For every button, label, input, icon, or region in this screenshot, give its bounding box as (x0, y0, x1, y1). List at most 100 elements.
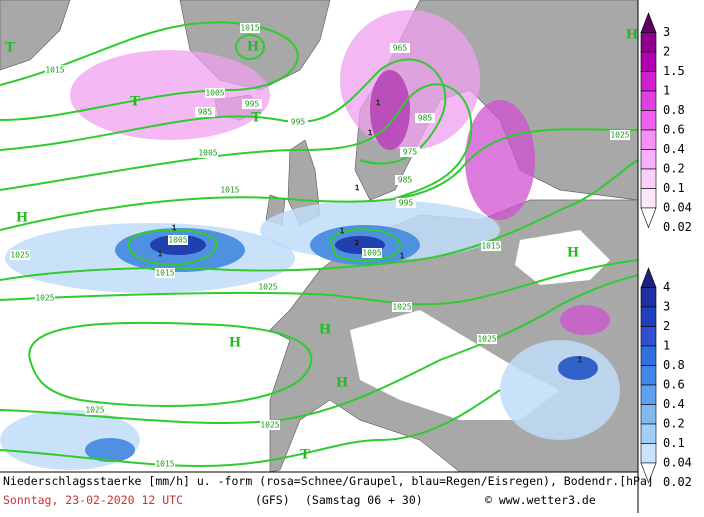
isobar-label-bg (477, 334, 497, 344)
svg-text:1: 1 (158, 250, 162, 258)
isobar-label-bg (168, 235, 188, 245)
isobar-label: 1025 (258, 283, 277, 292)
colorbar-cell (640, 71, 657, 92)
isobar-label-bg (392, 302, 412, 312)
colorbar-cell (640, 129, 657, 150)
isobar-label: 1005 (362, 249, 381, 258)
isobar-label: 1025 (35, 294, 54, 303)
isobar-label: 1005 (205, 89, 224, 98)
isobar-label-bg (35, 293, 55, 303)
isobar-label-bg (205, 88, 225, 98)
isobar-label: 995 (399, 199, 414, 208)
isobar-label: 1025 (477, 335, 496, 344)
colorbar-label: 3 (663, 25, 670, 39)
isobar-label-bg (240, 23, 260, 33)
isobar-label-bg (242, 99, 262, 109)
colorbar-cap (640, 12, 657, 33)
pressure-center: H (567, 246, 579, 261)
pressure-center: T (251, 111, 261, 126)
isobar-label-bg (260, 420, 280, 430)
caption-model: (GFS) (255, 493, 290, 507)
svg-text:1: 1 (355, 184, 359, 192)
isobar-label: 985 (418, 114, 433, 123)
caption-bg (0, 472, 704, 513)
colorbar-label: 0.1 (663, 181, 685, 195)
isobar-label: 1015 (240, 24, 259, 33)
isobar-label-bg (155, 459, 175, 469)
pressure-center: H (336, 376, 348, 391)
isobar-label: 975 (403, 148, 418, 157)
colorbar-label: 1 (663, 339, 670, 353)
colorbar-cell (640, 306, 657, 327)
colorbar-cap (640, 462, 657, 484)
svg-text:1: 1 (340, 227, 344, 235)
colorbar-label: 0.8 (663, 358, 685, 372)
isobar-label: 1005 (168, 236, 187, 245)
svg-text:1: 1 (578, 356, 582, 364)
isobar-label-bg (195, 107, 215, 117)
colorbar-label: 0.6 (663, 123, 685, 137)
isobar-label-bg (415, 113, 435, 123)
isobar-label: 1025 (85, 406, 104, 415)
isobar-labels: 1015 1015 1005 995 995 985 965 985 975 985 995 1005… (10, 23, 630, 469)
colorbar-cell (640, 384, 657, 405)
isobar-label: 985 (198, 108, 213, 117)
isobar-label: 965 (393, 44, 408, 53)
colorbar-cap (640, 207, 657, 229)
isobar-label: 1025 (392, 303, 411, 312)
colorbar-cell (640, 345, 657, 366)
colorbar-cell (640, 365, 657, 386)
colorbar-cell (640, 32, 657, 53)
svg-text:1: 1 (172, 224, 176, 232)
isobar-label: 1015 (155, 460, 174, 469)
isobars (0, 21, 639, 467)
isobar-label-bg (288, 117, 308, 127)
pressure-centers: H T T T H H H H H H T (5, 28, 638, 463)
colorbar-cap (640, 267, 657, 288)
colorbar-label: 0.04 (663, 456, 692, 470)
isobar-label-bg (85, 405, 105, 415)
pressure-center: H (247, 40, 259, 55)
isobar-label-bg (10, 250, 30, 260)
colorbar-label: 1.5 (663, 64, 685, 78)
isobar-label: 1015 (481, 242, 500, 251)
colorbar-label: 0.4 (663, 397, 685, 411)
isobar-label: 1015 (220, 186, 239, 195)
colorbar-cell (640, 287, 657, 308)
isobar-label: 1025 (10, 251, 29, 260)
colorbar-label: 2 (663, 319, 670, 333)
isobar-label-bg (400, 147, 420, 157)
caption-credit: © www.wetter3.de (485, 493, 596, 507)
colorbar-cell (640, 51, 657, 72)
colorbar-label: 1 (663, 84, 670, 98)
isobar-label-bg (198, 148, 218, 158)
colorbar-label: 0.1 (663, 436, 685, 450)
isobar-label: 1015 (45, 66, 64, 75)
colorbar-label: 0.6 (663, 378, 685, 392)
colorbar-label: 4 (663, 280, 670, 294)
colorbar-cell (640, 90, 657, 111)
isobar-label-bg (220, 185, 240, 195)
isobar-label-bg (390, 43, 410, 53)
caption-run: (Samstag 06 + 30) (305, 493, 423, 507)
isobar-label: 1005 (198, 149, 217, 158)
isobar-label: 1015 (155, 269, 174, 278)
caption-description: Niederschlagsstaerke [mm/h] u. -form (ro… (3, 474, 654, 488)
isobar-label-bg (45, 65, 65, 75)
colorbar-cell (640, 149, 657, 170)
colorbar-label: 0.2 (663, 417, 685, 431)
isobar-label: 985 (398, 176, 413, 185)
svg-text:1: 1 (400, 252, 404, 260)
svg-text:1: 1 (368, 129, 372, 137)
colorbar-label: 0.02 (663, 475, 692, 489)
colorbar-label: 0.04 (663, 201, 692, 215)
isobar-label: 995 (291, 118, 306, 127)
isobar-label-bg (362, 248, 382, 258)
pressure-center: H (319, 323, 331, 338)
colorbar-label: 0.4 (663, 142, 685, 156)
center-markers: 1 1 1 2 1 1 1 1 1 (158, 99, 583, 365)
isobar-label-bg (155, 268, 175, 278)
isobar-label-bg (610, 130, 630, 140)
colorbar-cell (640, 188, 657, 209)
